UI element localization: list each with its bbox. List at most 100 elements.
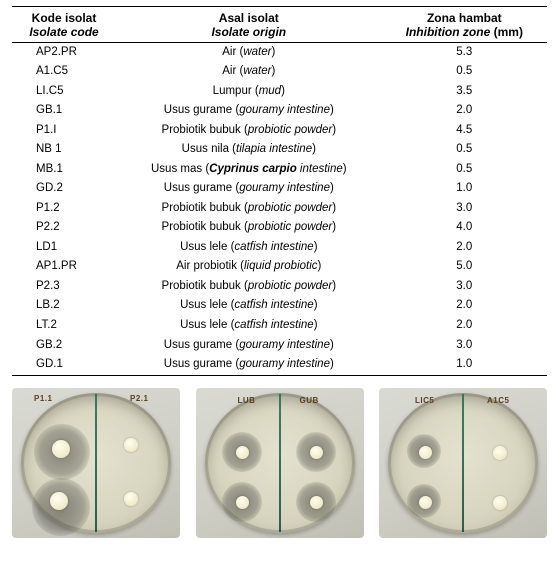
cell-code: P1.I	[12, 121, 116, 141]
cell-origin: Probiotik bubuk (probiotic powder)	[116, 277, 382, 297]
origin-paren: gouramy intestine	[239, 358, 330, 370]
cell-origin: Usus lele (catfish intestine)	[116, 238, 382, 258]
petri-photo: P1.1P2.1	[12, 388, 180, 538]
cell-code: NB 1	[12, 140, 116, 160]
origin-main: Air probiotik	[176, 260, 240, 272]
col-header-code-main: Kode isolat	[32, 11, 97, 25]
cell-code: A1.C5	[12, 62, 116, 82]
bacterial-colony	[493, 446, 507, 460]
col-header-origin-main: Asal isolat	[219, 11, 279, 25]
table-row: GD.2Usus gurame (gouramy intestine)1.0	[12, 179, 547, 199]
cell-origin: Usus lele (catfish intestine)	[116, 316, 382, 336]
cell-code: GD.1	[12, 355, 116, 375]
cell-origin: Air probiotik (liquid probiotic)	[116, 257, 382, 277]
col-header-zone: Zona hambat Inhibition zone (mm)	[382, 7, 547, 43]
col-header-origin-sub: Isolate origin	[122, 25, 376, 39]
table-row: P1.2Probiotik bubuk (probiotic powder)3.…	[12, 199, 547, 219]
origin-main: Usus gurame	[164, 104, 236, 116]
cell-zone: 3.0	[382, 277, 547, 297]
cell-origin: Air (water)	[116, 62, 382, 82]
origin-main: Air	[222, 46, 239, 58]
cell-zone: 3.0	[382, 199, 547, 219]
table-row: AP1.PRAir probiotik (liquid probiotic)5.…	[12, 257, 547, 277]
origin-main: Probiotik bubuk	[162, 124, 244, 136]
col-header-zone-unit: (mm)	[494, 25, 523, 39]
origin-paren: water	[243, 65, 271, 77]
table-row: NB 1Usus nila (tilapia intestine)0.5	[12, 140, 547, 160]
col-header-zone-sub-text: Inhibition zone	[406, 25, 491, 39]
table-row: A1.C5Air (water)0.5	[12, 62, 547, 82]
cell-code: LD1	[12, 238, 116, 258]
plate-divider-line	[462, 394, 464, 532]
isolate-table: Kode isolat Isolate code Asal isolat Iso…	[12, 6, 547, 376]
cell-origin: Usus mas (Cyprinus carpio intestine)	[116, 160, 382, 180]
plate-divider-line	[279, 394, 281, 532]
origin-paren: liquid probiotic	[244, 260, 318, 272]
bacterial-colony	[236, 446, 249, 459]
bacterial-colony	[493, 496, 507, 510]
cell-code: P2.3	[12, 277, 116, 297]
cell-zone: 0.5	[382, 160, 547, 180]
cell-origin: Usus nila (tilapia intestine)	[116, 140, 382, 160]
cell-origin: Probiotik bubuk (probiotic powder)	[116, 121, 382, 141]
origin-main: Probiotik bubuk	[162, 280, 244, 292]
origin-main: Usus lele	[180, 241, 231, 253]
plate-label: GUB	[300, 396, 319, 405]
cell-zone: 2.0	[382, 316, 547, 336]
cell-zone: 4.0	[382, 218, 547, 238]
cell-code: AP1.PR	[12, 257, 116, 277]
table-body: AP2.PRAir (water)5.3A1.C5Air (water)0.5L…	[12, 42, 547, 375]
table-row: LI.C5Lumpur (mud)3.5	[12, 82, 547, 102]
table-row: P1.IProbiotik bubuk (probiotic powder)4.…	[12, 121, 547, 141]
origin-paren: catfish intestine	[234, 241, 313, 253]
bacterial-colony	[310, 446, 323, 459]
isolate-table-wrap: Kode isolat Isolate code Asal isolat Iso…	[0, 0, 559, 380]
plate-divider-line	[95, 394, 97, 532]
cell-origin: Usus lele (catfish intestine)	[116, 296, 382, 316]
origin-main: Usus gurame	[164, 358, 236, 370]
origin-main: Usus nila	[182, 143, 233, 155]
table-row: GD.1Usus gurame (gouramy intestine)1.0	[12, 355, 547, 375]
col-header-code-sub: Isolate code	[18, 25, 110, 39]
col-header-code: Kode isolat Isolate code	[12, 7, 116, 43]
cell-zone: 0.5	[382, 62, 547, 82]
bacterial-colony	[419, 496, 432, 509]
bacterial-colony	[124, 492, 138, 506]
bacterial-colony	[236, 496, 249, 509]
cell-origin: Lumpur (mud)	[116, 82, 382, 102]
bacterial-colony	[419, 446, 432, 459]
cell-code: LT.2	[12, 316, 116, 336]
plate-label: LIC5	[415, 396, 434, 405]
cell-zone: 2.0	[382, 238, 547, 258]
figure-caption-fragment	[0, 542, 559, 550]
cell-zone: 2.0	[382, 296, 547, 316]
cell-code: GB.2	[12, 336, 116, 356]
table-row: LT.2Usus lele (catfish intestine)2.0	[12, 316, 547, 336]
cell-zone: 1.0	[382, 355, 547, 375]
table-row: P2.2Probiotik bubuk (probiotic powder)4.…	[12, 218, 547, 238]
cell-origin: Air (water)	[116, 42, 382, 62]
bacterial-colony	[52, 440, 70, 458]
cell-zone: 2.0	[382, 101, 547, 121]
cell-code: GD.2	[12, 179, 116, 199]
origin-main: Air	[222, 65, 239, 77]
plate-label: P2.1	[130, 394, 148, 403]
cell-origin: Usus gurame (gouramy intestine)	[116, 336, 382, 356]
origin-species: Cyprinus carpio	[209, 163, 297, 175]
petri-photo: LIC5 A1C5	[379, 388, 547, 538]
origin-paren: water	[243, 46, 271, 58]
table-row: GB.1Usus gurame (gouramy intestine)2.0	[12, 101, 547, 121]
cell-zone: 5.3	[382, 42, 547, 62]
origin-main: Lumpur	[213, 85, 255, 97]
origin-main: Usus lele	[180, 319, 231, 331]
origin-main: Usus gurame	[164, 339, 236, 351]
origin-paren: gouramy intestine	[239, 182, 330, 194]
plate-label: A1C5	[487, 396, 509, 405]
bacterial-colony	[50, 492, 68, 510]
plate-label: LUB	[238, 396, 256, 405]
origin-paren-tail: intestine	[297, 163, 343, 175]
table-row: LD1Usus lele (catfish intestine)2.0	[12, 238, 547, 258]
origin-paren: catfish intestine	[234, 319, 313, 331]
table-row: AP2.PRAir (water)5.3	[12, 42, 547, 62]
origin-paren: probiotic powder	[248, 202, 332, 214]
